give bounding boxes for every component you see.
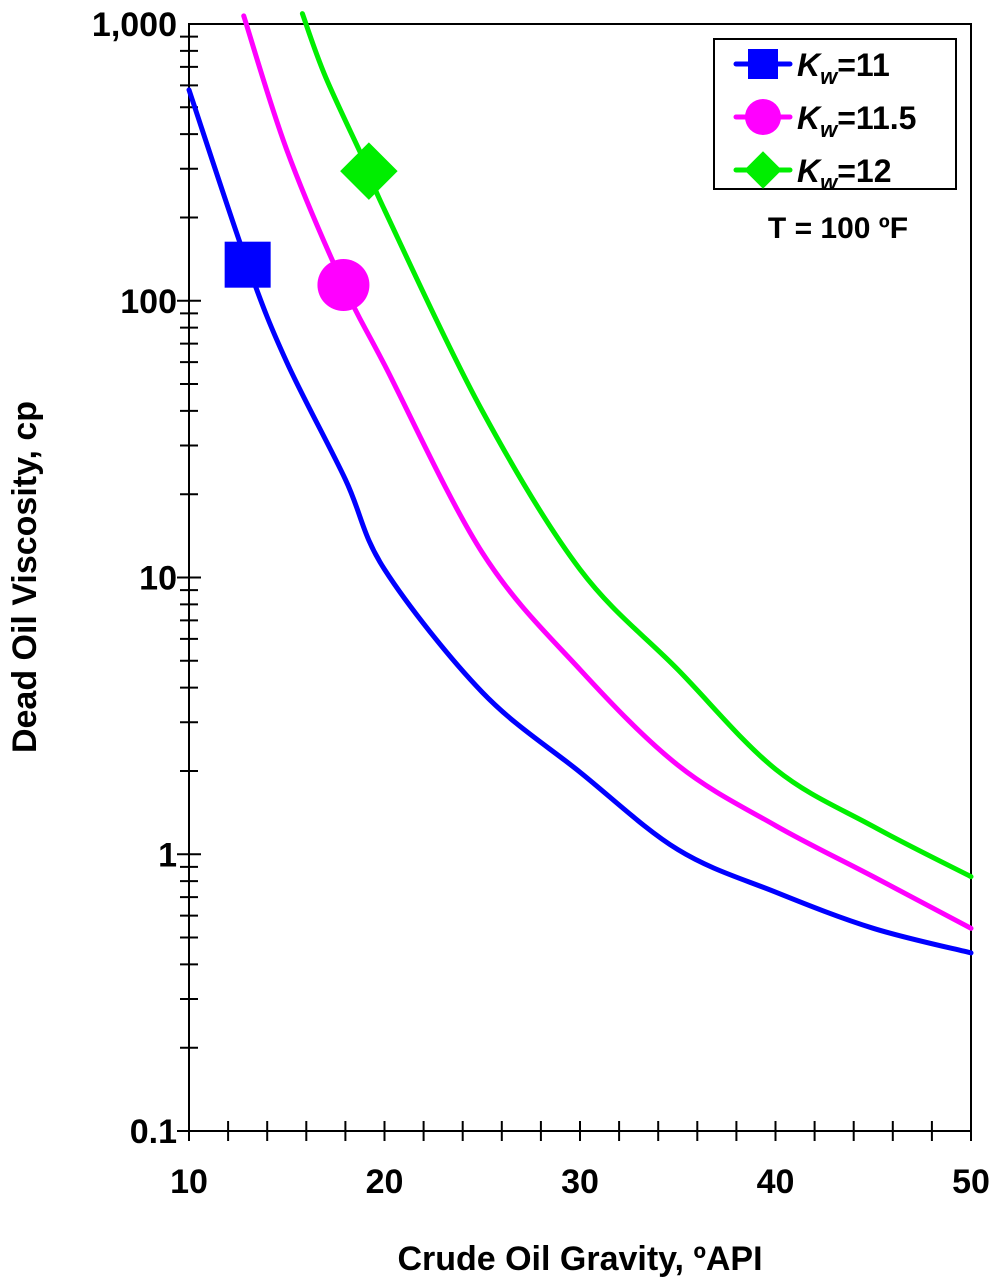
y-tick-label: 1,000: [92, 6, 177, 44]
legend-label: Kw=11.5: [797, 100, 916, 142]
x-tick-label: 40: [757, 1163, 795, 1201]
x-tick-label: 10: [170, 1163, 208, 1201]
legend: Kw=11 Kw=11.5 Kw=12: [713, 38, 957, 195]
x-tick-labels: 10 20 30 40 50: [170, 1163, 990, 1201]
axis-ticks: [177, 35, 972, 1141]
legend-item: Kw=12: [733, 151, 892, 195]
y-axis-label: Dead Oil Viscosity, cp: [6, 401, 44, 753]
y-tick-label: 100: [120, 283, 177, 321]
y-tick-label: 0.1: [130, 1113, 177, 1151]
series-line-2: [241, 13, 974, 931]
circle-marker: [317, 259, 370, 312]
x-tick-label: 50: [952, 1163, 990, 1201]
temperature-annotation: T = 100 ºF: [768, 212, 908, 245]
y-tick-labels: 0.1 1 10 100 1,000: [92, 6, 177, 1151]
legend-label: Kw=11: [797, 47, 890, 89]
legend-square-icon: [748, 49, 778, 79]
y-tick-label: 10: [139, 560, 177, 598]
x-tick-label: 30: [561, 1163, 599, 1201]
series-line-1: [186, 87, 974, 956]
legend-circle-icon: [745, 99, 781, 135]
legend-diamond-icon: [744, 151, 782, 189]
legend-item: Kw=11.5: [733, 99, 916, 142]
diamond-marker: [340, 142, 398, 200]
x-axis-label: Crude Oil Gravity, ºAPI: [397, 1240, 762, 1278]
legend-label: Kw=12: [797, 153, 892, 195]
y-tick-label: 1: [158, 836, 177, 874]
series-markers: [224, 142, 398, 312]
plot-frame: [188, 23, 972, 1132]
x-tick-label: 20: [366, 1163, 404, 1201]
legend-item: Kw=11: [733, 47, 890, 89]
square-marker: [224, 241, 271, 288]
